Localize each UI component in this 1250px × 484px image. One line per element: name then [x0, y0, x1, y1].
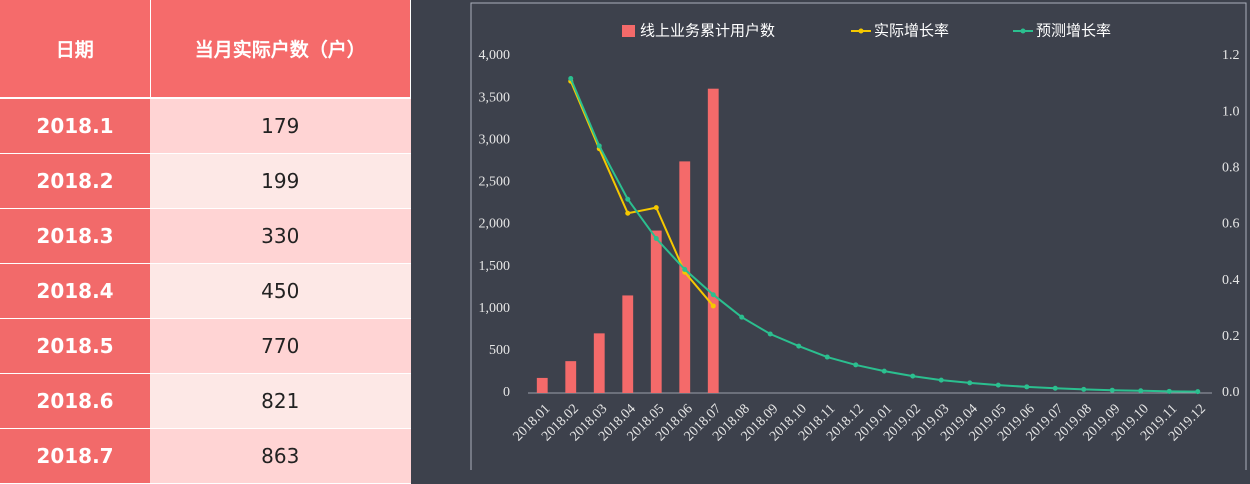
- y-tick-label: 0: [503, 385, 510, 400]
- data-table: 日期 当月实际户数（户） 2018.1 179 2018.2 199 2018.3 330…: [0, 0, 411, 484]
- table-row: 2018.3 330: [0, 208, 411, 264]
- point: [881, 368, 887, 374]
- value-cell: 863: [150, 428, 411, 484]
- line: [569, 78, 1198, 393]
- legend-swatch: [622, 25, 635, 37]
- value-cell: 770: [150, 318, 411, 374]
- point: [967, 380, 973, 386]
- y2-tick-label: 0.6: [1222, 217, 1240, 232]
- point: [710, 292, 716, 298]
- date-cell: 2018.2: [0, 153, 150, 209]
- y2-tick-label: 1.0: [1222, 104, 1240, 119]
- y-tick-label: 2,000: [479, 217, 511, 232]
- y-tick-label: 4,000: [479, 48, 511, 63]
- bar: [565, 361, 577, 393]
- point: [653, 205, 659, 211]
- chart-frame: [470, 2, 1247, 470]
- table-row: 2018.5 770: [0, 318, 411, 374]
- y2-tick-label: 0.4: [1222, 273, 1240, 288]
- point: [938, 377, 944, 383]
- legend-label: 预测增长率: [1036, 22, 1111, 40]
- point: [739, 314, 745, 320]
- point: [682, 266, 688, 272]
- point: [1052, 385, 1058, 391]
- y-tick-label: 1,500: [479, 259, 511, 274]
- table-row: 2018.2 199: [0, 153, 411, 209]
- y2-tick-label: 1.2: [1222, 48, 1240, 63]
- point: [625, 196, 631, 202]
- y2-tick-label: 0.0: [1222, 385, 1240, 400]
- value-cell: 330: [150, 208, 411, 264]
- y-tick-label: 2,500: [479, 175, 511, 190]
- point: [653, 236, 659, 242]
- value-cell: 450: [150, 263, 411, 319]
- point: [1138, 388, 1144, 394]
- table-row: 2018.7 863: [0, 428, 411, 484]
- bar: [536, 377, 548, 393]
- legend-label: 线上业务累计用户数: [640, 22, 775, 40]
- point: [910, 373, 916, 379]
- y-tick-label: 500: [489, 343, 510, 358]
- point: [767, 331, 773, 337]
- table-body: 2018.1 179 2018.2 199 2018.3 330 2018.4 450 2018…: [0, 98, 411, 484]
- date-cell: 2018.1: [0, 98, 150, 154]
- date-cell: 2018.7: [0, 428, 150, 484]
- point: [625, 210, 631, 216]
- y2-tick-label: 0.2: [1222, 329, 1240, 344]
- point: [596, 143, 602, 149]
- point: [1081, 386, 1087, 392]
- bar: [593, 333, 605, 393]
- point: [1024, 384, 1030, 390]
- table-row: 2018.4 450: [0, 263, 411, 319]
- y-tick-label: 3,500: [479, 90, 511, 105]
- table-row: 2018.1 179: [0, 98, 411, 154]
- bar: [679, 161, 691, 393]
- header-row: 日期 当月实际户数（户）: [0, 0, 411, 99]
- bar: [707, 88, 719, 394]
- point: [710, 303, 716, 309]
- point: [568, 75, 574, 81]
- y-tick-label: 1,000: [479, 301, 511, 316]
- point: [1166, 388, 1172, 394]
- header-cell: 当月实际户数（户）: [150, 0, 411, 99]
- date-cell: 2018.6: [0, 373, 150, 429]
- point: [853, 362, 859, 368]
- value-cell: 179: [150, 98, 411, 154]
- date-cell: 2018.4: [0, 263, 150, 319]
- legend-swatch: [858, 28, 864, 34]
- date-cell: 2018.5: [0, 318, 150, 374]
- date-cell: 2018.3: [0, 208, 150, 264]
- table-row: 2018.6 821: [0, 373, 411, 429]
- y2-tick-label: 0.8: [1222, 161, 1240, 176]
- bar: [650, 230, 662, 393]
- value-cell: 199: [150, 153, 411, 209]
- point: [824, 354, 830, 360]
- point: [1195, 389, 1201, 395]
- point: [1109, 387, 1115, 393]
- line: [569, 80, 715, 307]
- legend-swatch: [1020, 28, 1026, 34]
- y-tick-label: 3,000: [479, 132, 511, 147]
- legend-label: 实际增长率: [874, 22, 949, 40]
- chart: 0 500 1,000 1,500 2,000 2,500 3,000 3,500 4,000 0…: [470, 2, 1247, 470]
- value-cell: 821: [150, 373, 411, 429]
- header-cell: 日期: [0, 0, 151, 99]
- point: [995, 382, 1001, 388]
- point: [796, 343, 802, 349]
- bar: [622, 295, 634, 393]
